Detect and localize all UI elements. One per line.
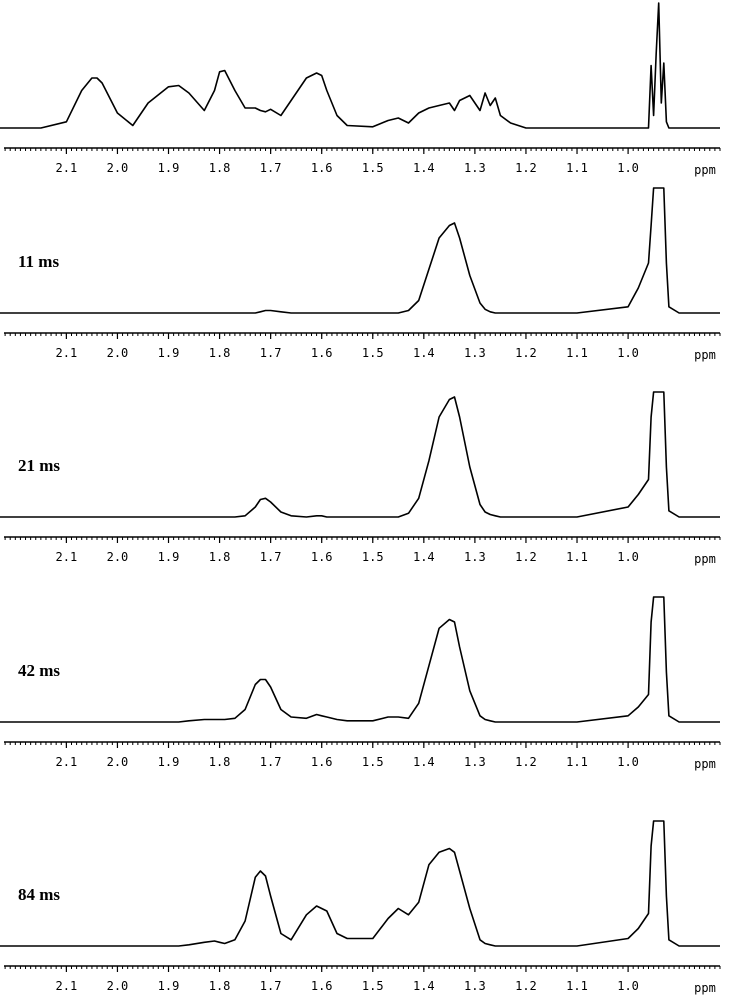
x-tick-label: 2.1 [56,346,78,360]
x-tick-label: 1.6 [311,755,333,769]
x-tick-label: 1.6 [311,161,333,175]
x-tick-label: 1.5 [362,979,384,993]
x-tick-label: 2.0 [107,755,129,769]
x-tick-label: 1.8 [209,550,231,564]
x-tick-label: 1.7 [260,550,282,564]
x-axis-label: ppm [694,163,716,177]
panel-label: 42 ms [18,661,60,680]
x-tick-label: 1.3 [464,755,486,769]
x-tick-label: 1.0 [617,979,639,993]
x-tick-label: 1.9 [158,161,180,175]
x-tick-label: 1.7 [260,979,282,993]
x-tick-label: 1.1 [566,550,588,564]
x-tick-label: 2.0 [107,550,129,564]
x-tick-label: 1.1 [566,979,588,993]
x-tick-label: 1.7 [260,346,282,360]
x-tick-label: 1.1 [566,346,588,360]
x-tick-label: 1.4 [413,161,435,175]
x-tick-label: 1.3 [464,346,486,360]
x-tick-label: 1.6 [311,979,333,993]
x-tick-label: 1.0 [617,550,639,564]
x-tick-label: 1.7 [260,755,282,769]
x-tick-label: 1.3 [464,550,486,564]
x-tick-label: 1.5 [362,161,384,175]
x-tick-label: 2.0 [107,161,129,175]
x-tick-label: 1.2 [515,346,537,360]
x-tick-label: 1.0 [617,161,639,175]
x-tick-label: 1.5 [362,755,384,769]
x-axis-label: ppm [694,981,716,995]
x-tick-label: 1.7 [260,161,282,175]
x-tick-label: 1.9 [158,979,180,993]
x-tick-label: 1.2 [515,550,537,564]
x-tick-label: 1.5 [362,550,384,564]
x-tick-label: 1.9 [158,755,180,769]
x-tick-label: 1.4 [413,346,435,360]
x-tick-label: 1.5 [362,346,384,360]
x-tick-label: 1.9 [158,550,180,564]
x-tick-label: 1.2 [515,755,537,769]
spectrum [0,187,720,314]
x-tick-label: 2.1 [56,755,78,769]
x-tick-label: 1.2 [515,979,537,993]
x-axis-label: ppm [694,552,716,566]
x-tick-label: 1.4 [413,755,435,769]
x-tick-label: 1.4 [413,979,435,993]
x-tick-label: 1.1 [566,161,588,175]
x-tick-label: 2.1 [56,550,78,564]
spectrum [0,391,720,518]
x-tick-label: 2.1 [56,161,78,175]
x-tick-label: 1.6 [311,550,333,564]
spectrum [0,820,720,947]
x-tick-label: 1.4 [413,550,435,564]
x-tick-label: 1.6 [311,346,333,360]
x-tick-label: 1.0 [617,755,639,769]
panel-label: 84 ms [18,885,60,904]
panel-label: 21 ms [18,456,60,475]
x-tick-label: 2.1 [56,979,78,993]
x-tick-label: 1.3 [464,979,486,993]
x-tick-label: 1.8 [209,346,231,360]
spectrum [0,2,720,129]
x-tick-label: 2.0 [107,979,129,993]
x-tick-label: 1.3 [464,161,486,175]
spectrum [0,596,720,723]
x-axis-label: ppm [694,757,716,771]
x-tick-label: 1.1 [566,755,588,769]
x-tick-label: 1.9 [158,346,180,360]
x-tick-label: 2.0 [107,346,129,360]
x-tick-label: 1.8 [209,979,231,993]
x-tick-label: 1.2 [515,161,537,175]
panel-label: 11 ms [18,252,59,271]
x-axis-label: ppm [694,348,716,362]
x-tick-label: 1.8 [209,161,231,175]
x-tick-label: 1.8 [209,755,231,769]
x-tick-label: 1.0 [617,346,639,360]
